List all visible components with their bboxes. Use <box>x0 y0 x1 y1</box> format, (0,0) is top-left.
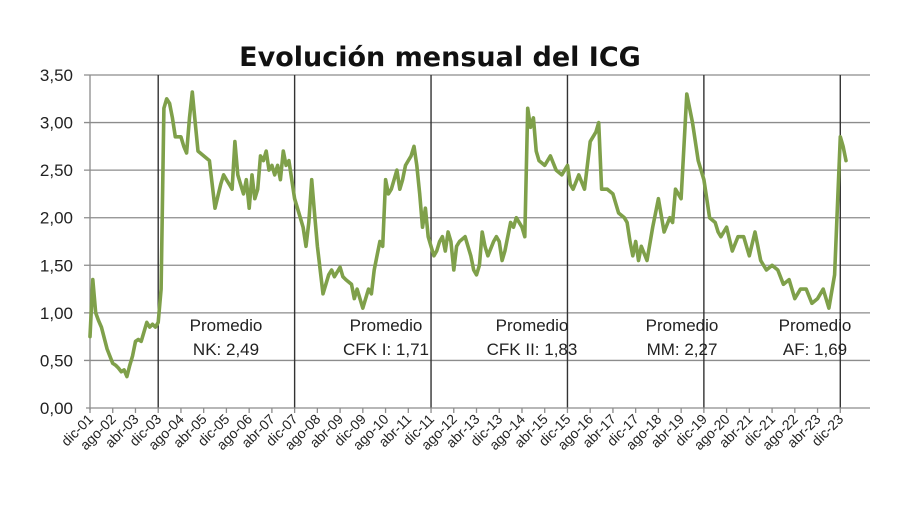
y-tick-label: 2,00 <box>40 209 73 228</box>
annotation-label: Promedio <box>646 316 719 335</box>
period-average-annotations: Promedio NK: 2,49 Promedio CFK I: 1,71 Prome… <box>190 316 852 359</box>
y-tick-label: 1,00 <box>40 304 73 323</box>
chart-title: Evolución mensual del ICG <box>239 42 641 73</box>
period-dividers <box>157 75 841 408</box>
y-tick-label: 1,50 <box>40 256 73 275</box>
y-tick-label: 3,50 <box>40 66 73 85</box>
annotation-label: Promedio <box>190 316 263 335</box>
annotation-label: Promedio <box>496 316 569 335</box>
y-tick-label: 3,00 <box>40 114 73 133</box>
icg-series-line <box>88 90 848 379</box>
y-tick-label: 0,00 <box>40 399 73 418</box>
annotation-label: Promedio <box>350 316 423 335</box>
x-axis-tick-labels: dic-01ago-02abr-03dic-03ago-04abr-05dic-… <box>58 411 847 453</box>
annotation-average-value: AF: 1,69 <box>783 340 847 359</box>
annotation-average-value: MM: 2,27 <box>647 340 718 359</box>
annotation-average-value: CFK I: 1,71 <box>343 340 429 359</box>
annotation-average-value: CFK II: 1,83 <box>487 340 578 359</box>
annotation-average-value: NK: 2,49 <box>193 340 259 359</box>
y-tick-label: 2,50 <box>40 161 73 180</box>
annotation-label: Promedio <box>779 316 852 335</box>
gridlines <box>84 74 870 362</box>
y-tick-label: 0,50 <box>40 351 73 370</box>
axes <box>86 75 870 413</box>
y-axis-tick-labels: 0,00 0,50 1,00 1,50 2,00 2,50 3,00 3,50 <box>40 66 73 418</box>
